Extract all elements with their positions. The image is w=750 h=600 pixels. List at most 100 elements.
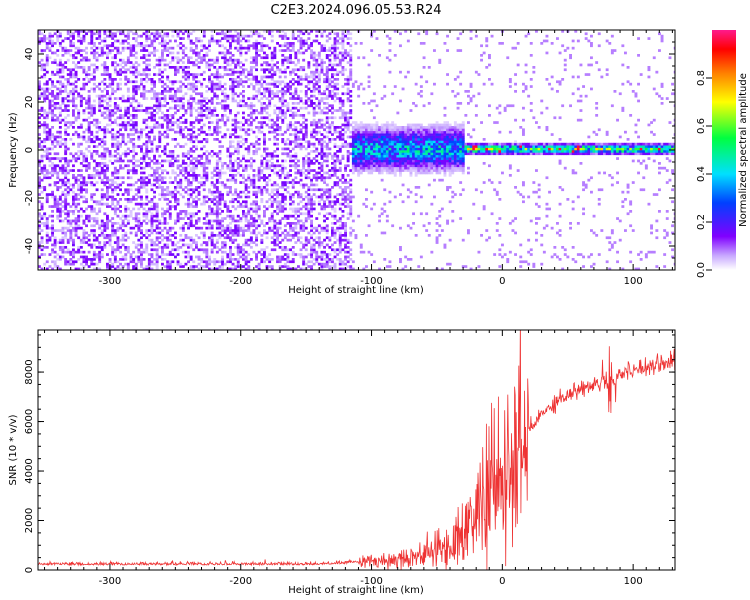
heatmap-cell: [236, 162, 240, 165]
heatmap-cell: [150, 226, 154, 230]
heatmap-cell: [56, 181, 60, 184]
heatmap-cell: [286, 260, 290, 264]
heatmap-cell: [291, 61, 295, 64]
heatmap-cell: [168, 253, 172, 256]
heatmap-cell: [229, 58, 232, 62]
heatmap-cell: [192, 238, 196, 242]
heatmap-cell: [249, 104, 253, 108]
heatmap-cell: [142, 121, 146, 124]
heatmap-cell: [239, 202, 243, 206]
heatmap-cell: [244, 51, 248, 55]
heatmap-cell: [53, 238, 57, 242]
heatmap-cell: [166, 128, 170, 132]
heatmap-cell: [43, 224, 47, 228]
heatmap-cell: [90, 51, 94, 55]
heatmap-cell: [150, 188, 154, 192]
heatmap-cell: [56, 92, 60, 96]
heatmap-cell: [129, 133, 133, 136]
heatmap-cell: [283, 258, 287, 261]
heatmap-cell: [187, 205, 190, 208]
heatmap-cell: [283, 181, 287, 184]
heatmap-cell: [90, 42, 94, 45]
heatmap-cell: [239, 92, 243, 96]
heatmap-cell: [58, 198, 62, 201]
heatmap-cell: [221, 106, 224, 110]
heatmap-cell: [108, 186, 112, 189]
heatmap-cell: [72, 157, 75, 160]
heatmap-cell: [202, 171, 206, 175]
heatmap-cell: [111, 195, 115, 199]
heatmap-cell: [163, 169, 167, 172]
heatmap-cell: [142, 32, 146, 36]
heatmap-cell: [223, 37, 227, 40]
heatmap-cell: [106, 241, 109, 244]
heatmap-cell: [181, 135, 185, 139]
heatmap-cell: [276, 183, 279, 187]
heatmap-cell: [236, 49, 240, 52]
heatmap-cell: [56, 87, 60, 91]
heatmap-cell: [74, 219, 78, 223]
heatmap-cell: [132, 44, 136, 48]
heatmap-cell: [137, 229, 141, 232]
heatmap-cell: [197, 92, 201, 96]
heatmap-cell: [231, 231, 235, 235]
heatmap-cell: [38, 162, 41, 165]
heatmap-cell: [189, 217, 193, 220]
heatmap-cell: [221, 224, 224, 228]
heatmap-cell: [273, 154, 277, 158]
heatmap-cell: [192, 200, 196, 204]
heatmap-cell: [87, 97, 91, 100]
heatmap-cell: [155, 210, 159, 213]
heatmap-cell: [315, 82, 319, 86]
heatmap-cell: [147, 130, 151, 134]
heatmap-cell: [310, 255, 313, 259]
heatmap-cell: [51, 90, 54, 93]
heatmap-cell: [179, 238, 183, 242]
heatmap-cell: [140, 243, 143, 247]
heatmap-cell: [315, 70, 319, 74]
heatmap-cell: [255, 236, 258, 240]
heatmap-cell: [291, 82, 295, 86]
heatmap-cell: [155, 97, 159, 100]
heatmap-cell: [106, 128, 109, 132]
heatmap-cell: [126, 193, 130, 196]
heatmap-cell: [195, 195, 198, 199]
heatmap-cell: [77, 169, 81, 172]
heatmap-cell: [82, 231, 86, 235]
heatmap-cell: [61, 226, 65, 230]
heatmap-cell: [92, 238, 96, 242]
heatmap-cell: [106, 166, 109, 170]
heatmap-cell: [153, 34, 156, 38]
heatmap-cell: [317, 224, 321, 228]
heatmap-cell: [273, 222, 277, 225]
heatmap-cell: [294, 97, 298, 100]
heatmap-cell: [48, 176, 52, 180]
heatmap-cell: [98, 126, 102, 129]
heatmap-cell: [283, 58, 287, 62]
heatmap-cell: [263, 224, 266, 228]
heatmap-cell: [121, 236, 125, 240]
heatmap-cell: [40, 114, 44, 117]
heatmap-cell: [161, 171, 164, 175]
heatmap-cell: [205, 250, 209, 254]
heatmap-cell: [171, 205, 175, 208]
heatmap-cell: [202, 78, 206, 81]
heatmap-cell: [174, 145, 177, 148]
heatmap-cell: [302, 157, 306, 160]
heatmap-cell: [255, 46, 258, 50]
heatmap-cell: [116, 202, 120, 206]
heatmap-cell: [281, 231, 285, 235]
heatmap-cell: [129, 150, 133, 153]
heatmap-cell: [218, 145, 222, 148]
heatmap-cell: [236, 34, 240, 38]
heatmap-cell: [61, 210, 65, 213]
heatmap-cell: [129, 200, 133, 204]
heatmap-cell: [150, 255, 154, 259]
heatmap-cell: [147, 126, 151, 129]
heatmap-cell: [147, 68, 151, 72]
heatmap-cell: [87, 111, 91, 115]
heatmap-cell: [260, 234, 264, 237]
heatmap-cell: [58, 145, 62, 148]
heatmap-cell: [223, 171, 227, 175]
heatmap-cell: [171, 46, 175, 50]
